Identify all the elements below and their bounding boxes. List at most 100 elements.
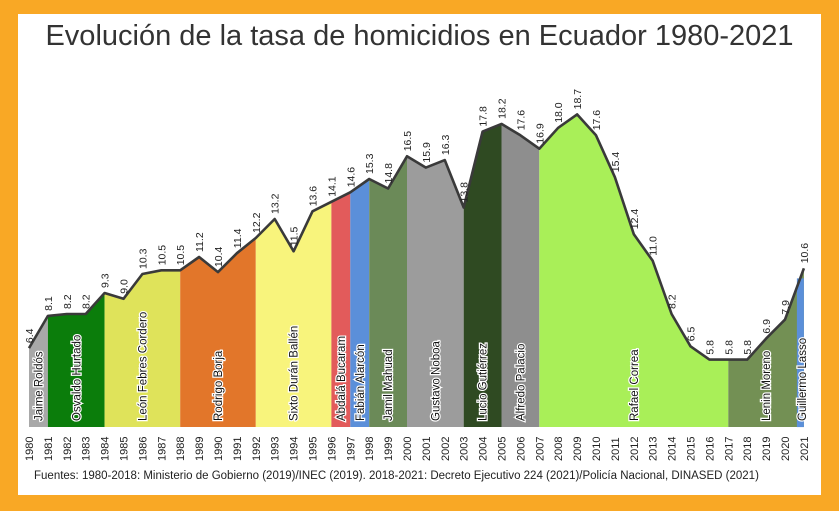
- x-tick-label: 1989: [194, 437, 206, 461]
- x-tick-label: 1987: [156, 437, 168, 461]
- value-label: 5.8: [723, 340, 735, 355]
- presidency-band-7: [369, 156, 407, 428]
- x-tick-label: 1992: [251, 437, 263, 461]
- presidency-label: Sixto Durán Ballén: [289, 326, 301, 421]
- x-tick-label: 2017: [723, 437, 735, 461]
- value-label: 10.5: [175, 245, 187, 266]
- x-tick-label: 1997: [345, 437, 357, 461]
- x-tick-label: 1988: [175, 437, 187, 461]
- presidency-label: Rodrigo Borja: [213, 350, 225, 421]
- presidency-band-11: [539, 114, 729, 428]
- value-label: 15.9: [421, 142, 433, 163]
- value-label: 8.1: [43, 296, 55, 311]
- x-tick-label: 1999: [383, 437, 395, 461]
- presidency-band-1: [47, 293, 105, 427]
- value-label: 11.2: [194, 232, 206, 252]
- value-label: 16.9: [534, 123, 546, 144]
- value-label: 13.6: [308, 186, 320, 207]
- presidency-band-8: [407, 156, 464, 428]
- presidency-band-0: [29, 315, 48, 427]
- chart-card: Evolución de la tasa de homicidios en Ec…: [18, 14, 821, 495]
- value-label: 14.6: [345, 167, 357, 188]
- value-label: 12.4: [629, 209, 641, 230]
- value-label: 10.4: [213, 247, 225, 268]
- presidency-band-2: [104, 270, 181, 427]
- value-label: 14.1: [326, 176, 338, 197]
- value-label: 10.3: [137, 248, 149, 269]
- x-tick-label: 1998: [364, 437, 376, 461]
- presidency-label: Guillermo Lasso: [797, 338, 809, 421]
- value-label: 11.0: [648, 236, 660, 256]
- value-label: 8.2: [81, 294, 93, 309]
- presidency-label: Jaime Roldós: [33, 351, 45, 421]
- presidency-label: Alfredo Palacio: [515, 344, 527, 421]
- value-label: 7.9: [780, 300, 792, 315]
- value-label: 17.6: [515, 110, 527, 131]
- value-label: 12.2: [251, 212, 263, 233]
- x-tick-label: 2002: [440, 437, 452, 461]
- presidency-label: León Febres Cordero: [137, 312, 149, 421]
- homicide-rate-area-chart: 6.4 8.1 8.2 8.2 9.3 9.0 10.3 10.5 10.5 11.2 10.4 11…: [24, 89, 811, 461]
- presidency-band-lasso-strip: [796, 278, 804, 428]
- value-label: 10.5: [156, 245, 168, 266]
- value-label: 9.3: [100, 273, 112, 288]
- value-label: 16.5: [402, 131, 414, 152]
- x-tick-label: 1983: [81, 437, 93, 461]
- value-label: 10.6: [799, 243, 811, 264]
- x-tick-label: 2018: [742, 437, 754, 461]
- value-label: 17.8: [478, 106, 490, 127]
- presidency-label: Osvaldo Hurtado: [71, 335, 83, 421]
- value-label: 9.0: [119, 279, 131, 294]
- x-tick-label: 2011: [610, 437, 622, 461]
- value-label: 8.2: [62, 294, 74, 309]
- presidency-band-3: [180, 238, 256, 427]
- x-tick-label: 2010: [591, 437, 603, 461]
- presidency-band-5: [331, 192, 351, 427]
- x-tick-label: 2006: [515, 437, 527, 461]
- x-tick-label: 2019: [761, 437, 773, 461]
- value-label: 6.4: [24, 328, 36, 343]
- x-tick-label: 2000: [402, 437, 414, 461]
- value-label: 11.5: [289, 226, 301, 246]
- x-tick-label: 1990: [213, 437, 225, 461]
- x-tick-label: 2004: [478, 437, 490, 461]
- presidency-band-12: [728, 268, 804, 427]
- x-tick-label: 2013: [648, 437, 660, 461]
- presidency-label: Lenin Moreno: [761, 351, 773, 421]
- presidency-labels: Jaime Roldós Osvaldo Hurtado León Febres C…: [32, 310, 810, 422]
- source-note: Fuentes: 1980-2018: Ministerio de Gobier…: [34, 470, 759, 482]
- presidency-label: Jamil Mahuad: [383, 349, 395, 421]
- x-tick-label: 1986: [137, 437, 149, 461]
- x-tick-label: 2012: [629, 437, 641, 461]
- value-label: 18.7: [572, 89, 584, 110]
- value-label: 11.4: [232, 228, 244, 248]
- chart-title: Evolución de la tasa de homicidios en Ec…: [45, 20, 794, 52]
- presidency-label: Lucio Gutiérrez: [478, 343, 490, 421]
- x-tick-label: 1996: [326, 437, 338, 461]
- value-label: 18.2: [497, 98, 509, 119]
- x-tick-label: 2016: [704, 437, 716, 461]
- x-tick-label: 1982: [62, 437, 74, 461]
- x-tick-label: 2007: [534, 437, 546, 461]
- presidency-label: Rafael Correa: [629, 349, 641, 421]
- value-label: 15.4: [610, 152, 622, 173]
- value-label: 13.2: [270, 193, 282, 214]
- x-tick-label: 1981: [43, 437, 55, 461]
- value-label: 6.5: [686, 327, 698, 342]
- x-tick-label: 2001: [421, 437, 433, 461]
- presidency-bands: [29, 114, 804, 428]
- presidency-label: Fabián Alarcón: [355, 344, 367, 421]
- presidency-band-6: [350, 179, 370, 427]
- x-tick-label: 1980: [24, 437, 36, 461]
- value-label: 15.3: [364, 153, 376, 174]
- presidency-label: Abdalá Bucaram: [336, 336, 348, 421]
- value-label: 18.0: [553, 102, 565, 123]
- value-label: 14.8: [383, 163, 395, 184]
- value-label: 8.2: [667, 294, 679, 309]
- x-tick-label: 2009: [572, 437, 584, 461]
- x-axis-labels: 1980 1981 1982 1983 1984 1985 1986 1987 1988 1989…: [24, 437, 811, 461]
- x-tick-label: 2021: [799, 437, 811, 461]
- x-tick-label: 2014: [667, 437, 679, 461]
- value-label: 6.9: [761, 319, 773, 334]
- x-tick-label: 2008: [553, 437, 565, 461]
